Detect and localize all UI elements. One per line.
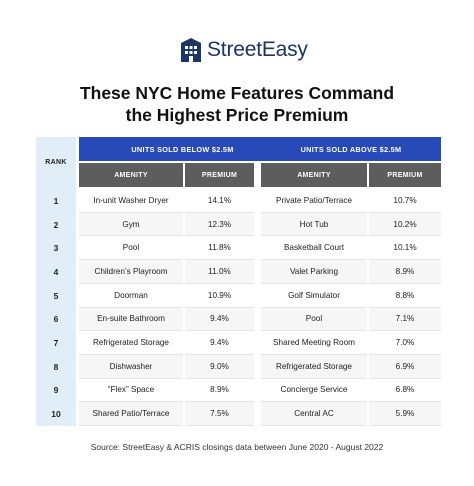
below-amenity-cell: “Flex” Space [79, 379, 183, 403]
above-premium-cell: 7.0% [369, 331, 441, 355]
brand-name: StreetEasy [207, 38, 308, 61]
above-amenity-cell: Basketball Court [261, 236, 367, 261]
rank-cell: 1 [53, 195, 59, 206]
table-row: Gym 12.3% [79, 212, 254, 237]
below-amenity-cell: Shared Patio/Terrace [79, 402, 183, 427]
table-row: Hot Tub 10.2% [261, 212, 441, 237]
above-premium-cell: 8.8% [369, 284, 441, 308]
rank-column: RANK [36, 137, 76, 426]
rank-cell: 9 [53, 385, 59, 396]
above-subheader: AMENITY PREMIUM [261, 163, 441, 187]
below-amenity-cell: Children’s Playroom [79, 260, 183, 284]
above-premium-cell: 10.2% [369, 212, 441, 237]
table-row: Dishwasher 9.0% [79, 354, 254, 379]
table-row: “Flex” Space 8.9% [79, 379, 254, 403]
above-header: UNITS SOLD ABOVE $2.5M [261, 137, 441, 161]
table-row: Children’s Playroom 11.0% [79, 260, 254, 284]
below-amenity-cell: Dishwasher [79, 354, 183, 379]
above-premium-cell: 5.9% [369, 402, 441, 427]
above-amenity-cell: Hot Tub [261, 212, 367, 237]
title-line-2: the Highest Price Premium [125, 105, 349, 125]
below-premium-header: PREMIUM [185, 163, 254, 187]
table-row: Central AC 5.9% [261, 402, 441, 427]
above-amenity-cell: Concierge Service [261, 379, 367, 403]
table-row: Basketball Court 10.1% [261, 236, 441, 261]
below-premium-cell: 11.0% [185, 260, 254, 284]
below-subheader: AMENITY PREMIUM [79, 163, 286, 187]
below-amenity-cell: Pool [79, 236, 183, 261]
below-header: UNITS SOLD BELOW $2.5M [79, 137, 286, 161]
below-premium-cell: 14.1% [185, 189, 254, 213]
table-row: Pool 11.8% [79, 236, 254, 261]
above-amenity-cell: Shared Meeting Room [261, 331, 367, 355]
table-row: Refrigerated Storage 9.4% [79, 331, 254, 355]
below-premium-cell: 10.9% [185, 284, 254, 308]
below-premium-cell: 7.5% [185, 402, 254, 427]
table-row: Golf Simulator 8.8% [261, 284, 441, 308]
below-premium-cell: 8.9% [185, 379, 254, 403]
above-premium-cell: 7.1% [369, 307, 441, 332]
above-amenity-cell: Golf Simulator [261, 284, 367, 308]
table-row: Shared Patio/Terrace 7.5% [79, 402, 254, 427]
rank-cell: 6 [53, 314, 59, 325]
below-premium-cell: 12.3% [185, 212, 254, 237]
table-row: Doorman 10.9% [79, 284, 254, 308]
rank-cell: 8 [53, 361, 59, 372]
above-premium-cell: 6.8% [369, 379, 441, 403]
table-row: In-unit Washer Dryer 14.1% [79, 189, 254, 213]
rank-cell: 7 [53, 338, 59, 349]
below-amenity-cell: In-unit Washer Dryer [79, 189, 183, 213]
table-row: Refrigerated Storage 6.9% [261, 354, 441, 379]
below-amenity-cell: Refrigerated Storage [79, 331, 183, 355]
divider [183, 163, 185, 187]
above-premium-cell: 10.7% [369, 189, 441, 213]
below-premium-cell: 9.4% [185, 331, 254, 355]
above-premium-cell: 6.9% [369, 354, 441, 379]
above-premium-cell: 10.1% [369, 236, 441, 261]
rank-cell: 3 [53, 243, 59, 254]
table-row: Valet Parking 8.9% [261, 260, 441, 284]
rank-header: RANK [45, 159, 67, 166]
title-line-1: These NYC Home Features Command [79, 83, 395, 103]
table-row: Shared Meeting Room 7.0% [261, 331, 441, 355]
streeteasy-logo: StreetEasy [181, 38, 308, 62]
below-premium-cell: 11.8% [185, 236, 254, 261]
above-amenity-cell: Private Patio/Terrace [261, 189, 367, 213]
below-amenity-cell: En-suite Bathroom [79, 307, 183, 332]
below-amenity-header: AMENITY [79, 163, 183, 187]
above-amenity-cell: Central AC [261, 402, 367, 427]
premium-table: RANK UNITS SOLD BELOW $2.5M AMENITY PREM… [36, 137, 441, 427]
page-title: These NYC Home Features Command the High… [0, 82, 474, 126]
table-row: En-suite Bathroom 9.4% [79, 307, 254, 332]
rank-cell: 5 [53, 290, 59, 301]
source-note: Source: StreetEasy & ACRIS closings data… [90, 442, 384, 452]
below-premium-cell: 9.0% [185, 354, 254, 379]
rank-cell: 2 [53, 219, 59, 230]
above-premium-header: PREMIUM [369, 163, 441, 187]
table-row: Concierge Service 6.8% [261, 379, 441, 403]
above-amenity-cell: Refrigerated Storage [261, 354, 367, 379]
rank-cell: 10 [51, 409, 61, 420]
divider [367, 163, 369, 187]
above-premium-cell: 8.9% [369, 260, 441, 284]
above-group: UNITS SOLD ABOVE $2.5M AMENITY PREMIUM [261, 137, 441, 426]
below-group: UNITS SOLD BELOW $2.5M AMENITY PREMIUM [79, 137, 286, 426]
rank-cell: 4 [53, 266, 59, 277]
below-amenity-cell: Gym [79, 212, 183, 237]
below-amenity-cell: Doorman [79, 284, 183, 308]
table-row: Pool 7.1% [261, 307, 441, 332]
above-amenity-header: AMENITY [261, 163, 367, 187]
above-amenity-cell: Valet Parking [261, 260, 367, 284]
table-row: Private Patio/Terrace 10.7% [261, 189, 441, 213]
above-amenity-cell: Pool [261, 307, 367, 332]
below-premium-cell: 9.4% [185, 307, 254, 332]
building-icon [181, 38, 201, 62]
